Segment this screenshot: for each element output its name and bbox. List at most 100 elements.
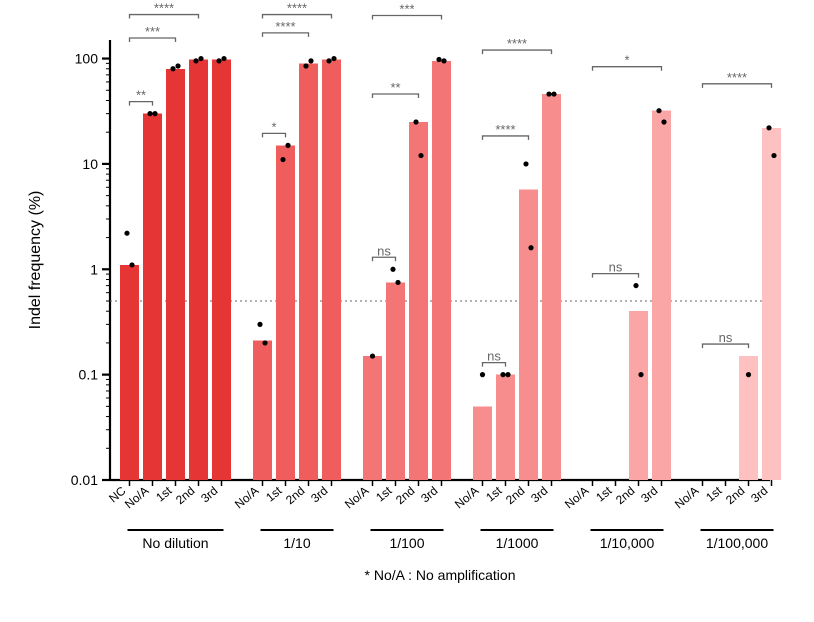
data-point xyxy=(280,157,285,162)
data-point xyxy=(436,57,441,62)
bar xyxy=(432,61,451,480)
x-category-label: No/A xyxy=(122,484,151,512)
group-label: 1/100 xyxy=(389,535,424,551)
group-label: 1/10,000 xyxy=(600,535,655,551)
bar xyxy=(253,341,272,480)
significance-label: ** xyxy=(136,88,146,103)
bar xyxy=(276,145,295,480)
data-point xyxy=(480,372,485,377)
data-point xyxy=(147,111,152,116)
x-category-label: 1st xyxy=(593,483,615,504)
x-category-label: 3rd xyxy=(198,484,220,506)
data-point xyxy=(170,66,175,71)
significance-label: **** xyxy=(275,19,295,34)
data-point xyxy=(528,245,533,250)
x-category-label: No/A xyxy=(672,484,701,512)
x-category-label: No/A xyxy=(452,484,481,512)
data-point xyxy=(308,58,313,63)
group-label: 1/1000 xyxy=(496,535,539,551)
data-point xyxy=(413,119,418,124)
x-category-label: 2nd xyxy=(283,484,307,508)
data-point xyxy=(505,372,510,377)
data-point xyxy=(638,372,643,377)
data-point xyxy=(766,125,771,130)
bar xyxy=(409,122,428,480)
x-category-label: 2nd xyxy=(723,484,747,508)
bar xyxy=(762,128,781,480)
significance-label: **** xyxy=(507,36,527,51)
x-category-label: 3rd xyxy=(638,484,660,506)
x-category-label: 3rd xyxy=(748,484,770,506)
x-category-label: 2nd xyxy=(393,484,417,508)
y-tick-label: 100 xyxy=(75,51,99,67)
significance-label: ns xyxy=(719,330,733,345)
x-category-label: 1st xyxy=(153,483,175,504)
data-point xyxy=(124,231,129,236)
bar xyxy=(519,190,538,480)
data-point xyxy=(303,63,308,68)
data-point xyxy=(523,161,528,166)
chart-svg: 0.010.1110100Indel frequency (%)NCNo/A1s… xyxy=(0,0,814,622)
significance-label: **** xyxy=(287,1,307,16)
bar xyxy=(120,265,139,480)
significance-label: ns xyxy=(487,349,501,364)
y-tick-label: 10 xyxy=(82,156,98,172)
bar xyxy=(386,282,405,480)
x-category-label: No/A xyxy=(562,484,591,512)
data-point xyxy=(193,58,198,63)
data-point xyxy=(152,111,157,116)
group-label: 1/100,000 xyxy=(706,535,768,551)
x-category-label: No/A xyxy=(232,484,261,512)
significance-label: **** xyxy=(495,122,515,137)
significance-label: ns xyxy=(377,243,391,258)
data-point xyxy=(500,372,505,377)
significance-label: *** xyxy=(145,24,160,39)
y-tick-label: 0.01 xyxy=(71,472,98,488)
bar xyxy=(652,111,671,480)
x-category-label: 3rd xyxy=(308,484,330,506)
group-label: 1/10 xyxy=(283,535,310,551)
y-axis-label: Indel frequency (%) xyxy=(27,191,44,330)
data-point xyxy=(441,58,446,63)
significance-label: *** xyxy=(399,1,414,16)
data-point xyxy=(257,322,262,327)
bar xyxy=(542,94,561,480)
bar xyxy=(212,59,231,480)
chart-container: { "chart": { "type": "bar", "width": 814… xyxy=(0,0,814,622)
data-point xyxy=(326,58,331,63)
data-point xyxy=(285,143,290,148)
data-point xyxy=(633,283,638,288)
x-category-label: No/A xyxy=(342,484,371,512)
significance-label: **** xyxy=(154,1,174,16)
data-point xyxy=(661,119,666,124)
x-category-label: 1st xyxy=(263,483,285,504)
x-category-label: 3rd xyxy=(528,484,550,506)
bar xyxy=(363,356,382,480)
data-point xyxy=(129,262,134,267)
x-category-label: 1st xyxy=(703,483,725,504)
y-tick-label: 1 xyxy=(90,261,98,277)
data-point xyxy=(771,153,776,158)
bar xyxy=(143,114,162,480)
significance-label: ns xyxy=(609,260,623,275)
x-category-label: 1st xyxy=(373,483,395,504)
group-label: No dilution xyxy=(142,535,208,551)
significance-label: **** xyxy=(727,70,747,85)
significance-label: * xyxy=(271,119,276,134)
data-point xyxy=(390,267,395,272)
data-point xyxy=(656,108,661,113)
bar xyxy=(496,375,515,480)
data-point xyxy=(551,91,556,96)
data-point xyxy=(221,56,226,61)
data-point xyxy=(262,340,267,345)
x-category-label: 3rd xyxy=(418,484,440,506)
data-point xyxy=(370,353,375,358)
x-category-label: 2nd xyxy=(173,484,197,508)
data-point xyxy=(546,91,551,96)
significance-label: ** xyxy=(390,80,400,95)
bar xyxy=(299,63,318,480)
significance-label: * xyxy=(624,53,629,68)
x-axis-footnote: * No/A : No amplification xyxy=(365,567,516,583)
x-category-label: 2nd xyxy=(613,484,637,508)
data-point xyxy=(331,56,336,61)
